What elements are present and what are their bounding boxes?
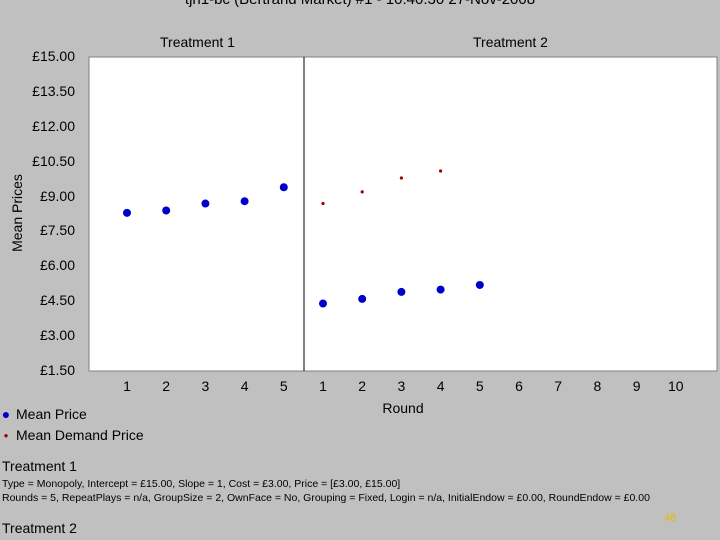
mean-demand-price-point bbox=[439, 169, 443, 173]
mean-price-point bbox=[162, 206, 171, 215]
y-tick-label: £9.00 bbox=[39, 187, 75, 204]
mean-price-point bbox=[319, 299, 327, 308]
legend-label: Mean Demand Price bbox=[16, 427, 144, 443]
x-tick-label: 8 bbox=[593, 378, 602, 394]
y-tick-label: £6.00 bbox=[39, 257, 75, 274]
mean-price-point bbox=[475, 280, 484, 289]
legend-label: Mean Price bbox=[16, 406, 87, 422]
treatment-1-params: Type = Monopoly, Intercept = £15.00, Slo… bbox=[2, 478, 401, 490]
y-tick-label: £12.00 bbox=[32, 117, 75, 134]
x-tick-label: 5 bbox=[279, 378, 288, 394]
y-tick-label: £1.50 bbox=[39, 362, 75, 378]
mean-price-point bbox=[397, 287, 406, 296]
x-tick-label: 3 bbox=[397, 378, 406, 394]
x-tick-label: 6 bbox=[515, 378, 523, 394]
x-tick-label: 1 bbox=[319, 378, 327, 394]
y-tick-label: £15.00 bbox=[32, 48, 75, 64]
treatment-2-heading: Treatment 2 bbox=[2, 520, 77, 536]
circle-marker-icon: ● bbox=[1, 406, 11, 422]
x-tick-label: 4 bbox=[436, 378, 445, 394]
page-number: 48 bbox=[664, 512, 677, 524]
legend-item-mean-demand-price: ● Mean Demand Price bbox=[0, 427, 144, 443]
x-tick-label: 10 bbox=[668, 378, 684, 394]
y-tick-label: £13.50 bbox=[32, 82, 75, 99]
legend-item-mean-price: ● Mean Price bbox=[0, 406, 87, 422]
x-tick-label: 5 bbox=[475, 378, 484, 394]
x-tick-label: 2 bbox=[162, 378, 171, 394]
mean-demand-price-point bbox=[360, 190, 364, 194]
mean-demand-price-point bbox=[321, 201, 325, 206]
x-tick-label: 4 bbox=[240, 378, 249, 394]
mean-price-point bbox=[436, 285, 445, 294]
x-axis-label: Round bbox=[382, 400, 424, 416]
mean-price-point bbox=[201, 199, 210, 208]
chart-title: tjh1-bc (Bertrand Market) #1 - 10:40:30 … bbox=[0, 0, 720, 8]
treatment-1-label: Treatment 1 bbox=[160, 34, 235, 50]
treatment-1-heading: Treatment 1 bbox=[2, 458, 77, 474]
mean-price-point bbox=[279, 183, 288, 192]
x-tick-label: 7 bbox=[554, 378, 563, 394]
plot-area bbox=[88, 56, 718, 372]
y-tick-label: £3.00 bbox=[39, 327, 75, 344]
mean-price-point bbox=[123, 208, 131, 217]
y-tick-label: £7.50 bbox=[39, 222, 75, 239]
y-tick-label: £4.50 bbox=[39, 292, 75, 309]
x-tick-label: 9 bbox=[632, 378, 641, 394]
treatment-1-settings: Rounds = 5, RepeatPlays = n/a, GroupSize… bbox=[2, 492, 650, 504]
x-tick-label: 1 bbox=[123, 378, 131, 394]
mean-price-point bbox=[358, 294, 367, 303]
scatter-plot bbox=[88, 56, 718, 372]
dot-marker-icon: ● bbox=[3, 430, 9, 440]
y-tick-label: £10.50 bbox=[32, 152, 75, 169]
treatment-2-label: Treatment 2 bbox=[473, 34, 548, 50]
mean-price-point bbox=[240, 197, 249, 206]
x-tick-label: 2 bbox=[358, 378, 367, 394]
x-tick-label: 3 bbox=[201, 378, 210, 394]
mean-demand-price-point bbox=[399, 176, 403, 180]
